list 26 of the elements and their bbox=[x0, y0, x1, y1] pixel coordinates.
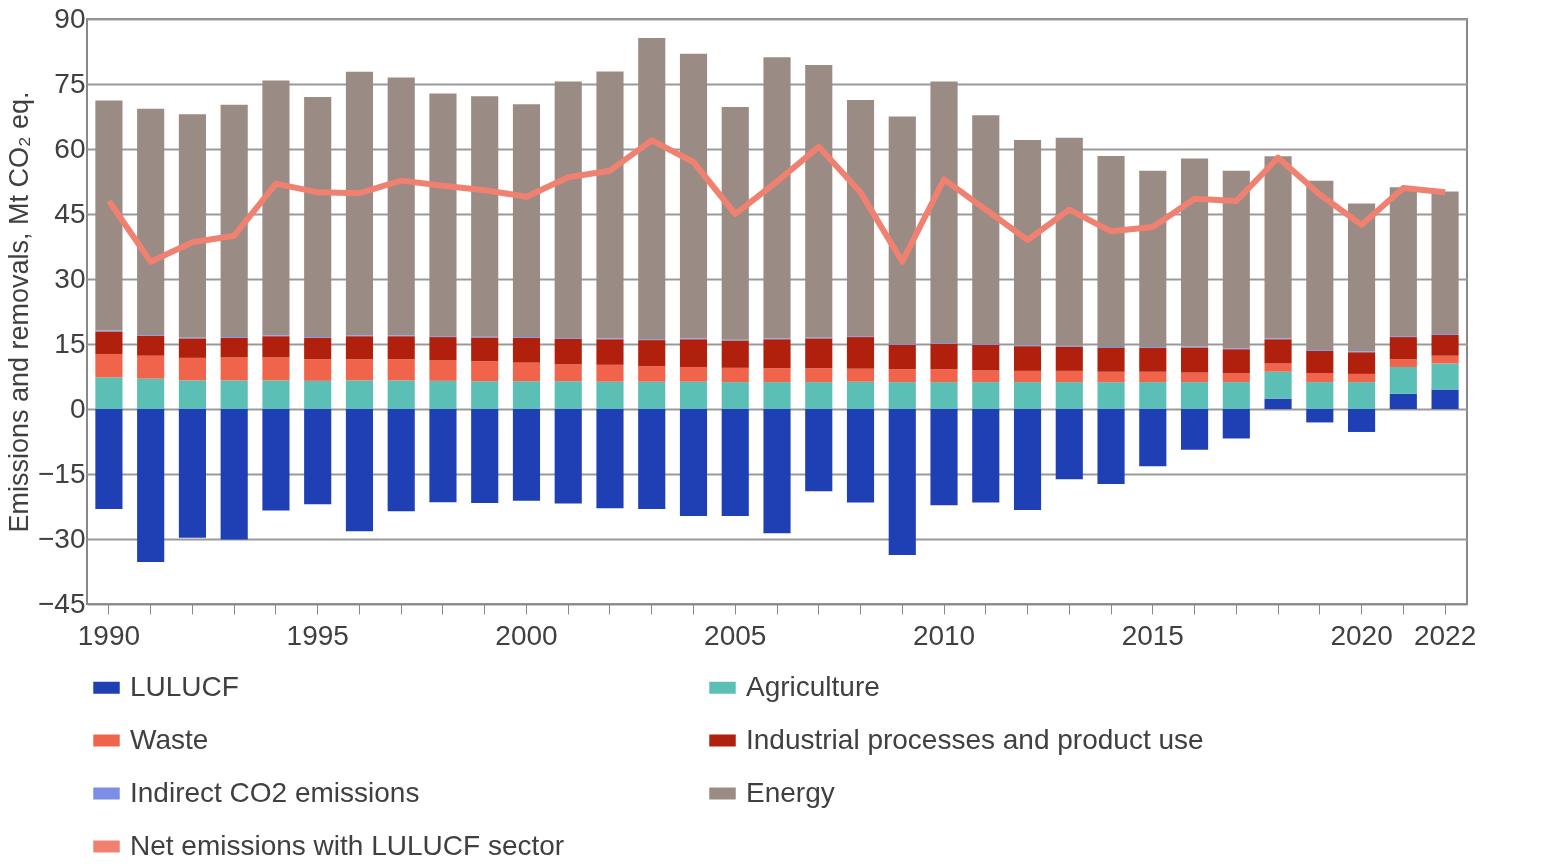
y-tick-label: −45 bbox=[38, 587, 86, 619]
y-tick-label: 75 bbox=[54, 67, 86, 99]
x-tick-label: 2020 bbox=[1330, 619, 1393, 651]
legend-label: Indirect CO2 emissions bbox=[130, 776, 420, 808]
x-tick-label: 2022 bbox=[1413, 619, 1477, 651]
y-tick-label: 0 bbox=[69, 392, 86, 424]
y-tick-label: 15 bbox=[54, 327, 86, 359]
y-tick-label: 30 bbox=[54, 262, 86, 294]
x-tick-label: 2005 bbox=[704, 619, 767, 651]
legend-label: Energy bbox=[746, 776, 835, 808]
y-tick-label: 45 bbox=[54, 197, 86, 229]
x-tick-label: 2000 bbox=[495, 619, 558, 651]
y-tick-label: −15 bbox=[38, 457, 86, 489]
legend-label: Industrial processes and product use bbox=[746, 723, 1204, 755]
x-tick-label: 2010 bbox=[912, 619, 976, 651]
y-tick-label: 90 bbox=[54, 2, 86, 34]
legend-label: Waste bbox=[130, 723, 209, 755]
x-tick-label: 1995 bbox=[286, 619, 349, 651]
legend-label: LULUCF bbox=[130, 670, 239, 702]
y-axis-title: Emissions and removals, Mt CO₂ eq. bbox=[4, 91, 34, 533]
legend-label: Net emissions with LULUCF sector bbox=[130, 829, 565, 861]
x-tick-label: 1990 bbox=[77, 619, 141, 651]
legend-label: Agriculture bbox=[746, 670, 880, 702]
x-tick-label: 2015 bbox=[1121, 619, 1184, 651]
y-tick-label: −30 bbox=[38, 522, 86, 554]
y-tick-label: 60 bbox=[54, 132, 86, 164]
